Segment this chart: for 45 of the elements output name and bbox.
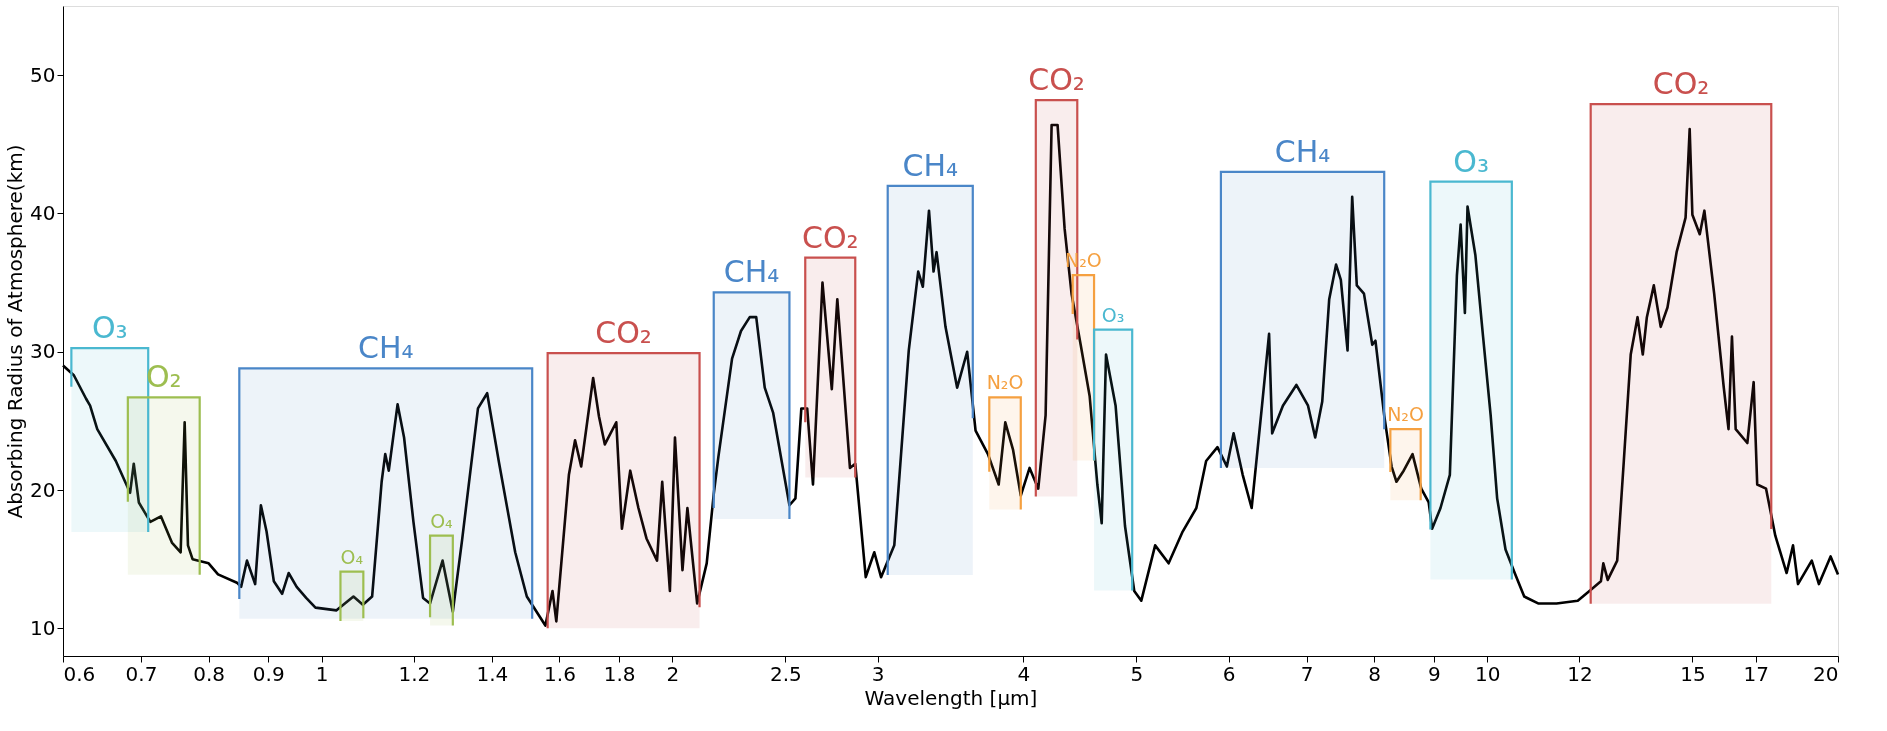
y-tick-label: 30 <box>30 339 56 364</box>
x-tick-label: 5 <box>1130 661 1144 686</box>
band-label: CH₄ <box>902 147 959 183</box>
band-label: CO₂ <box>1028 62 1085 98</box>
band-label: O₃ <box>1453 143 1489 179</box>
x-tick-label: 17 <box>1743 661 1769 686</box>
x-tick-label: 1.4 <box>476 661 509 686</box>
band-label: CO₂ <box>801 219 859 255</box>
x-tick-label: 1.8 <box>603 661 636 686</box>
x-tick-label: 1.2 <box>398 661 431 686</box>
band-label: CH₄ <box>1274 133 1331 169</box>
x-tick-label: 10 <box>1474 661 1501 686</box>
band-label: O₃ <box>1101 303 1125 326</box>
x-tick-label: 0.7 <box>125 661 158 686</box>
band-label: O₄ <box>430 509 454 532</box>
x-tick-label: 7 <box>1300 661 1314 686</box>
band-label: CO₂ <box>1652 66 1710 102</box>
band-label: N₂O <box>1387 403 1424 426</box>
x-tick-label: 1 <box>315 661 329 686</box>
x-tick-label: 0.9 <box>252 661 285 686</box>
x-axis-title: Wavelength [μm] <box>864 685 1038 710</box>
band-label: CH₄ <box>357 330 414 366</box>
x-tick-label: 8 <box>1368 661 1382 686</box>
band-label: N₂O <box>986 371 1024 394</box>
x-tick-label: 2.5 <box>769 661 802 686</box>
x-tick-label: 6 <box>1222 661 1236 686</box>
x-tick-label: 15 <box>1680 661 1706 686</box>
x-tick-label: 0.6 <box>63 661 96 686</box>
band-label: CH₄ <box>723 254 780 290</box>
y-tick-label: 20 <box>30 477 56 502</box>
x-tick-label: 4 <box>1017 661 1031 686</box>
x-tick-label: 12 <box>1567 661 1593 686</box>
y-tick-label: 40 <box>30 200 56 225</box>
band-label: O₄ <box>340 545 364 568</box>
y-axis-title: Absorbing Radius of Atmosphere(km) <box>3 144 28 519</box>
x-tick-label: 0.8 <box>193 661 226 686</box>
band-label: CO₂ <box>595 315 652 351</box>
y-tick-label: 10 <box>30 615 56 640</box>
x-tick-label: 2 <box>666 661 680 686</box>
x-tick-label: 3 <box>871 661 885 686</box>
x-tick-label: 1.6 <box>544 661 576 686</box>
band-label: O₃ <box>91 310 128 346</box>
x-tick-label: 20 <box>1813 661 1839 686</box>
y-tick-label: 50 <box>30 62 56 87</box>
x-tick-label: 9 <box>1427 661 1441 686</box>
